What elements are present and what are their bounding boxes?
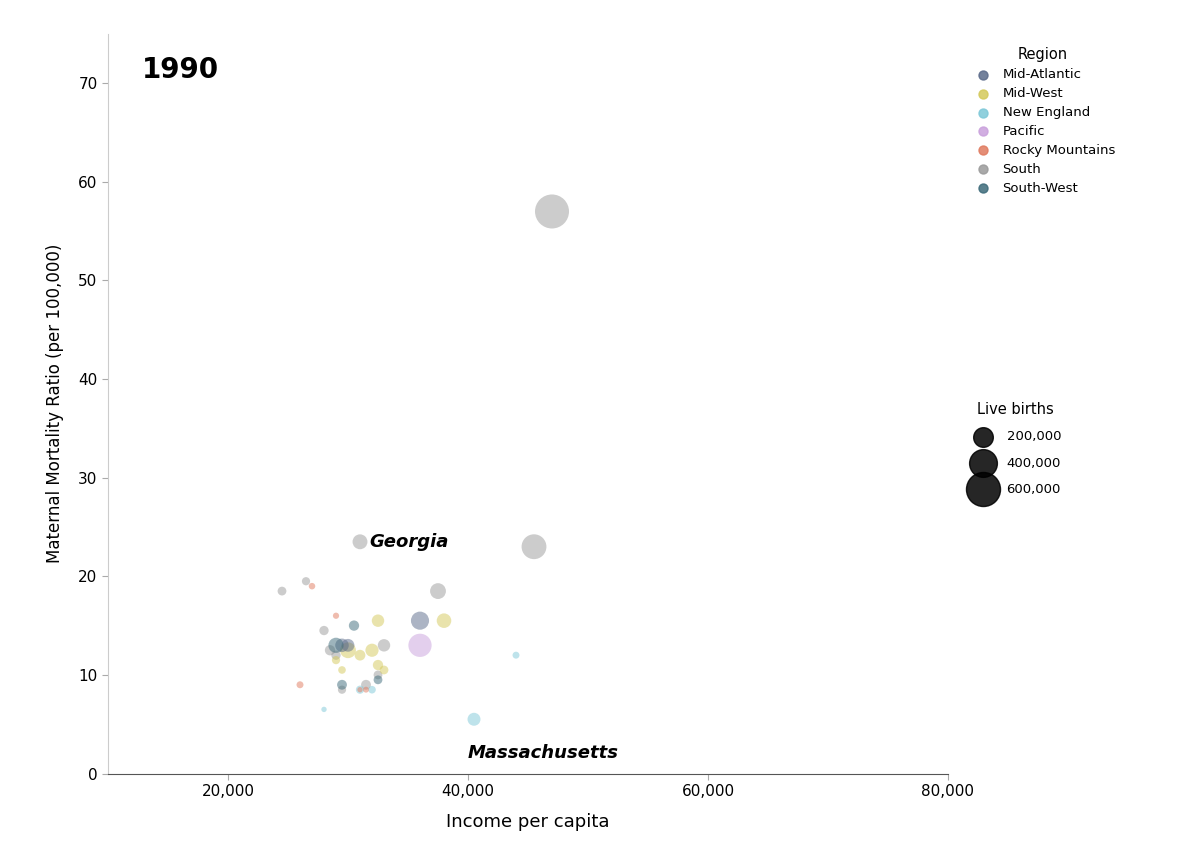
X-axis label: Income per capita: Income per capita <box>446 813 610 830</box>
Point <box>332 663 352 677</box>
Point <box>350 535 370 548</box>
Point <box>326 609 346 622</box>
Point <box>338 638 358 652</box>
Legend: 200,000, 400,000, 600,000: 200,000, 400,000, 600,000 <box>962 395 1068 502</box>
Point <box>272 584 292 598</box>
Point <box>374 663 394 677</box>
Point <box>356 678 376 692</box>
Point <box>428 584 448 598</box>
Point <box>332 678 352 692</box>
Point <box>410 638 430 652</box>
Point <box>362 683 382 696</box>
Point <box>326 638 346 652</box>
Point <box>314 703 334 717</box>
Point <box>524 540 544 553</box>
Point <box>368 673 388 687</box>
Point <box>302 580 322 593</box>
Point <box>338 643 358 657</box>
Y-axis label: Maternal Mortality Ratio (per 100,000): Maternal Mortality Ratio (per 100,000) <box>47 244 65 564</box>
Point <box>368 658 388 672</box>
Point <box>506 649 526 662</box>
Text: Massachusetts: Massachusetts <box>468 744 619 762</box>
Point <box>350 683 370 696</box>
Point <box>326 654 346 667</box>
Point <box>464 712 484 726</box>
Point <box>332 683 352 696</box>
Point <box>320 643 340 657</box>
Point <box>356 683 376 696</box>
Point <box>410 614 430 627</box>
Point <box>326 649 346 662</box>
Point <box>344 619 364 632</box>
Point <box>314 624 334 638</box>
Text: 1990: 1990 <box>142 56 218 84</box>
Point <box>542 205 562 218</box>
Point <box>350 649 370 662</box>
Point <box>290 678 310 692</box>
Point <box>350 683 370 696</box>
Point <box>368 668 388 682</box>
Point <box>434 614 454 627</box>
Text: Georgia: Georgia <box>370 533 449 551</box>
Point <box>332 638 352 652</box>
Point <box>296 575 316 588</box>
Point <box>374 638 394 652</box>
Point <box>362 643 382 657</box>
Point <box>368 614 388 627</box>
